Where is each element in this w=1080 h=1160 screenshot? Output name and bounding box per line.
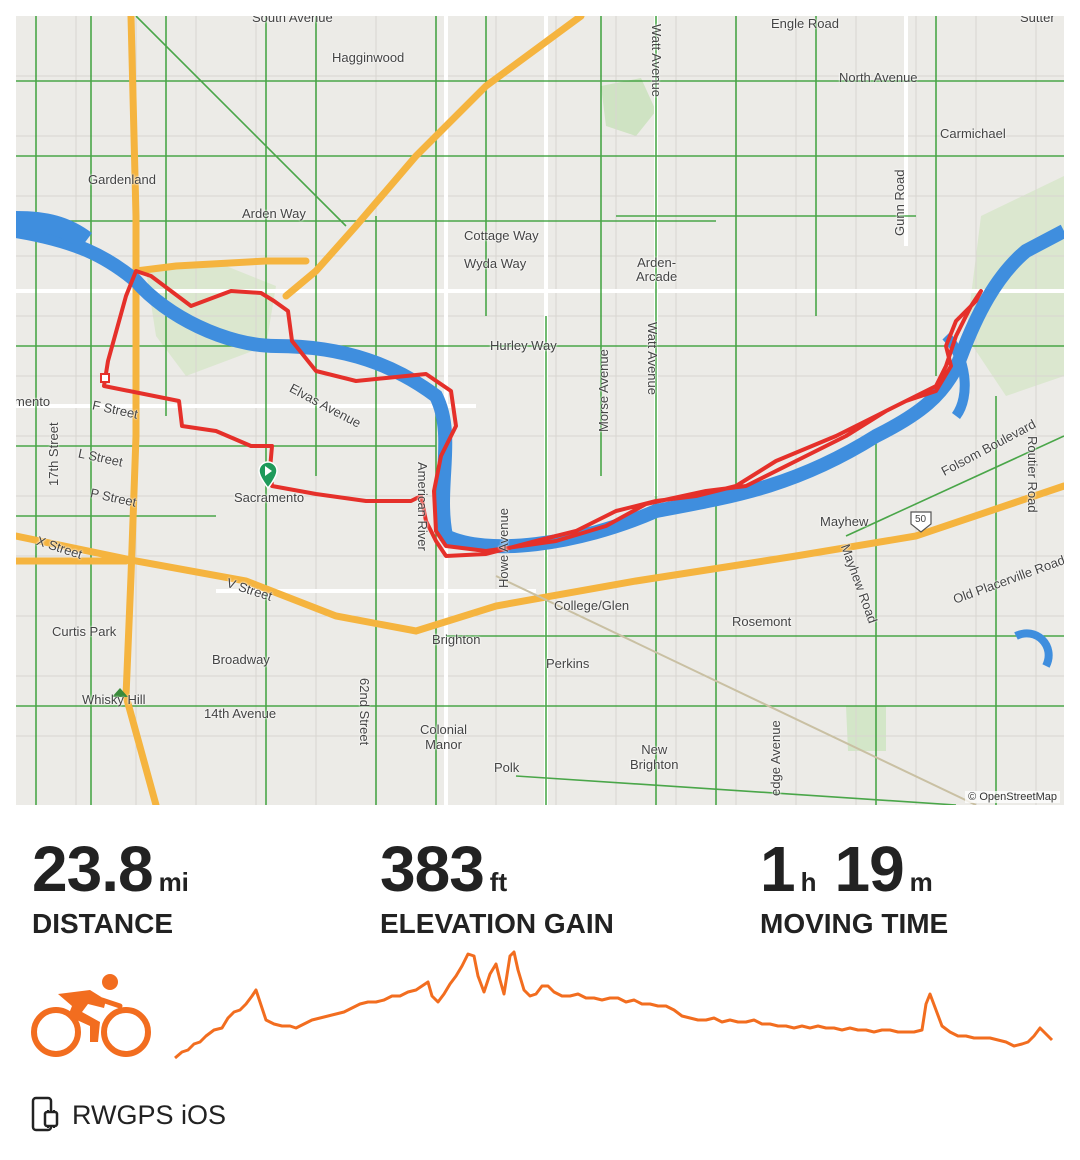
cycling-icon [31,974,151,1057]
map-label-engle-road: Engle Road [771,16,839,31]
map-label-mayhew: Mayhew [820,514,869,529]
elevation-stat: 383 ft ELEVATION GAIN [380,832,614,940]
map-label-perkins: Perkins [546,656,590,671]
distance-value: 23.8 [32,833,154,905]
moving-time-hours-unit: h [800,867,817,897]
map-label-hagginwood: Hagginwood [332,50,405,65]
map-label-watt-avenue-south: Watt Avenue [645,322,660,395]
map-label-arden-arcade: Arden- Arcade [636,255,678,284]
map-label-routier-road: Routier Road [1025,436,1040,513]
map-label-new-brighton: New Brighton [630,742,679,772]
route-end-marker[interactable] [100,373,110,383]
map-label-hurley-way: Hurley Way [490,338,557,353]
map-label-gunn-road: Gunn Road [892,169,907,237]
map-label-colonial-manor: Colonial Manor [420,722,467,752]
moving-time-hours: 1 [760,833,796,905]
map-label-17th-street: 17th Street [46,422,61,486]
map-label-sacramento: Sacramento [234,490,305,505]
map-label-morse-avenue: Morse Avenue [596,349,611,432]
map-label-carmichael: Carmichael [940,126,1006,141]
map-label-south-avenue: South Avenue [252,16,333,25]
map-label-rosemont: Rosemont [732,614,792,629]
moving-time-minutes-unit: m [909,867,933,897]
map-label-broadway: Broadway [212,652,270,667]
map-label-watt-avenue-north: Watt Avenue [649,24,664,97]
start-marker-icon[interactable] [257,461,279,489]
map-label-sutter: Sutter [1020,16,1055,25]
map-label-curtis-park: Curtis Park [52,624,117,639]
moving-time-stat: 1 h 19 m MOVING TIME [760,832,951,940]
map-label-62nd-street: 62nd Street [357,678,372,746]
distance-stat: 23.8 mi DISTANCE [32,832,207,940]
elevation-label: ELEVATION GAIN [380,908,614,939]
elevation-value: 383 [380,833,485,905]
distance-unit: mi [158,867,189,897]
map-label-brighton: Brighton [432,632,481,647]
map-label-i50: 50 [915,514,927,525]
map-label-edge-avenue: edge Avenue [768,720,783,796]
map-label-cottage-way: Cottage Way [464,228,539,243]
device-info: RWGPS iOS [30,1096,226,1134]
map-label-14th-avenue: 14th Avenue [204,706,277,721]
map-label-wyda-way: Wyda Way [464,256,527,271]
moving-time-minutes: 19 [834,833,904,905]
phone-watch-icon [31,1096,59,1132]
i50-shield [910,511,932,533]
map-canvas [16,16,1064,805]
map-label-whisky-hill: Whisky Hill [82,692,146,707]
map-label-north-avenue: North Avenue [839,70,918,85]
map-label-howe-avenue: Howe Avenue [496,508,511,588]
route-map[interactable]: South Avenue Hagginwood Engle Road Sutte… [16,16,1064,805]
distance-label: DISTANCE [32,908,174,939]
map-label-sacramento-west: mento [16,394,51,409]
device-label: RWGPS iOS [72,1099,227,1130]
map-label-american-river: American River [415,462,430,551]
elevation-unit: ft [489,867,508,897]
moving-time-label: MOVING TIME [760,908,949,939]
elevation-profile [174,950,1054,1060]
map-label-arden-way: Arden Way [242,206,306,221]
peak-icon [112,688,128,697]
map-label-polk: Polk [494,760,520,775]
map-label-gardenland: Gardenland [88,172,156,187]
map-attribution[interactable]: © OpenStreetMap [965,791,1060,803]
map-label-college-glen: College/Glen [554,598,630,613]
